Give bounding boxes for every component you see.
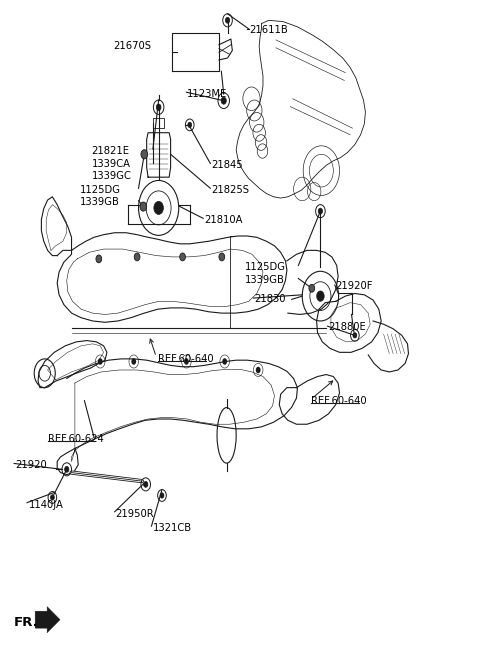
Text: 21920F: 21920F [336,282,373,291]
Circle shape [219,253,225,261]
Circle shape [318,208,323,214]
Circle shape [98,358,103,365]
Text: 21611B: 21611B [250,25,288,35]
Text: 21670S: 21670S [113,41,151,52]
Circle shape [160,493,164,498]
Circle shape [221,97,226,104]
Text: 21950R: 21950R [116,509,154,519]
Text: 1339GB: 1339GB [80,197,120,207]
Circle shape [180,253,185,261]
Text: 1125DG: 1125DG [80,185,120,195]
Polygon shape [35,607,60,633]
Text: 1321CB: 1321CB [153,523,192,533]
Circle shape [309,284,315,292]
Circle shape [154,201,163,214]
Circle shape [50,495,54,500]
Text: 1140JA: 1140JA [28,500,63,510]
Text: 1339CA: 1339CA [92,159,131,169]
Text: 21830: 21830 [254,294,286,305]
Text: REF.60-640: REF.60-640 [157,354,213,364]
Text: 21810A: 21810A [204,215,242,225]
Circle shape [96,255,102,263]
Text: 1125DG: 1125DG [245,263,286,272]
Circle shape [317,291,324,301]
Text: FR.: FR. [14,616,39,629]
Text: 21920: 21920 [15,460,47,470]
Text: 1339GB: 1339GB [245,275,285,285]
Text: 21880E: 21880E [328,322,366,333]
Text: 1339GC: 1339GC [92,171,132,181]
Text: 21821E: 21821E [92,146,130,156]
Text: REF.60-624: REF.60-624 [48,434,103,443]
Text: 1123ME: 1123ME [186,88,227,98]
Circle shape [134,253,140,261]
Circle shape [156,104,161,111]
Text: 21825S: 21825S [211,185,249,195]
Circle shape [141,150,148,159]
Circle shape [184,358,189,365]
Circle shape [188,122,192,128]
Text: REF.60-640: REF.60-640 [311,396,366,405]
Circle shape [132,358,136,365]
Circle shape [353,333,357,338]
Circle shape [65,466,69,472]
Circle shape [140,202,147,211]
Circle shape [222,358,227,365]
Circle shape [226,18,230,23]
Text: 21845: 21845 [211,160,243,170]
Circle shape [144,481,148,487]
Circle shape [256,367,261,373]
